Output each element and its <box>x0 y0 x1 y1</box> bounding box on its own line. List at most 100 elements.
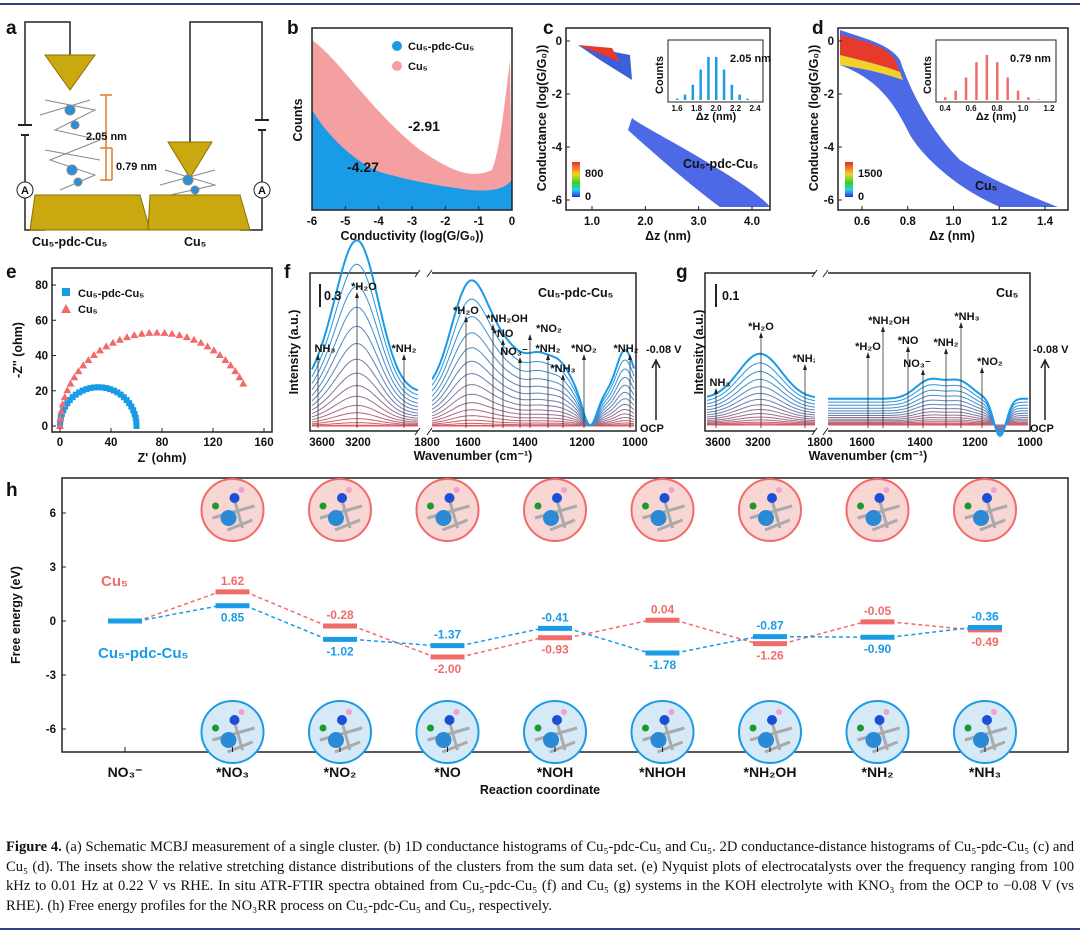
n-atom <box>229 715 240 725</box>
n-atom <box>552 715 562 725</box>
spectrum-line <box>311 239 419 392</box>
gold-electrode-left <box>29 194 151 231</box>
n-atom <box>337 493 347 503</box>
nyquist-point-cu5-pdc-cu5 <box>132 414 139 421</box>
c-x-tick-label: 1.0 <box>584 216 600 228</box>
nyquist-point-cu5-pdc-cu5 <box>131 411 138 418</box>
panel-b-histogram: Counts Conductivity (log(G/G₀)) -6 -5 -4 -3… <box>291 27 515 243</box>
c-y-tick-label: -6 <box>552 195 562 207</box>
inset-tick-label: 2.0 <box>710 104 722 113</box>
cu-atom <box>543 510 559 526</box>
structure-circle <box>630 700 695 764</box>
structure-circle <box>415 478 480 542</box>
nyquist-point-cu5-pdc-cu5 <box>117 391 124 398</box>
cluster-molecule-left <box>39 99 102 191</box>
scale-bar-label: 0.3 <box>324 289 341 303</box>
cu-atom <box>973 510 989 526</box>
inset-bar <box>722 69 726 100</box>
e-x-tick-label: 120 <box>203 437 222 449</box>
g-ylabel: Intensity (a.u.) <box>692 310 706 395</box>
nyquist-point-cu5 <box>102 342 111 350</box>
connector-cu5 <box>460 637 543 658</box>
cu-atom <box>220 510 237 526</box>
c-x-tick-label: 4.0 <box>744 216 760 228</box>
density-cloud <box>628 118 770 207</box>
panel-a-schematic: A A 2.05 nm 0.79 nm Cu₅-pdc-Cu₅ Cu₅ <box>16 21 271 249</box>
legend-cu5: Cu₅ <box>78 304 98 316</box>
potential-bottom: OCP <box>1030 423 1054 435</box>
inset-bar <box>1037 99 1041 100</box>
colorbar-min: 0 <box>585 191 591 203</box>
c-sample-name: Cu₅-pdc-Cu₅ <box>683 157 759 171</box>
c-x-tick-label: 2.0 <box>637 216 653 228</box>
ammeter-label: A <box>258 185 266 197</box>
f-ylabel: Intensity (a.u.) <box>287 310 301 395</box>
structure-cu5 <box>953 478 1017 542</box>
h-atom <box>776 487 782 493</box>
gap-label-2.05: 2.05 nm <box>86 131 127 143</box>
gold-tip-top-right <box>167 141 213 179</box>
spectrum-line <box>431 298 635 426</box>
structure-circle <box>738 700 802 764</box>
inset-bar <box>746 98 749 100</box>
f-peak-label: *NH₂ <box>391 343 416 355</box>
n-atom <box>982 715 992 725</box>
connector-cu5 <box>782 621 865 645</box>
d-y-tick-label: -4 <box>824 142 835 154</box>
inset-bar <box>964 77 968 100</box>
h-atom <box>991 487 997 493</box>
top-rule <box>0 3 1080 5</box>
connector-cu5-pdc-cu5 <box>890 626 973 638</box>
h-x-tick-label: *NO <box>434 764 461 780</box>
connector-cu5 <box>245 591 328 627</box>
f-x-tick-label: 1400 <box>512 437 538 449</box>
nyquist-point-cu5 <box>215 350 224 358</box>
h-atom <box>561 709 567 715</box>
n-atom <box>767 493 777 503</box>
nyquist-point-cu5 <box>89 350 98 358</box>
cl-atom <box>964 502 972 510</box>
n-atom <box>874 493 885 503</box>
inset-bar <box>985 55 989 100</box>
inset-bar <box>676 98 679 100</box>
spectrum-line <box>311 286 419 400</box>
f-x-tick-label: 1600 <box>455 437 481 449</box>
energy-value-cu5: -0.49 <box>971 635 999 649</box>
d-x-tick-label: 1.4 <box>1037 216 1054 228</box>
cu-atom <box>543 732 559 748</box>
ammeter-icon-left <box>16 181 34 199</box>
c-xlabel: Δz (nm) <box>645 229 691 243</box>
nyquist-point-cu5 <box>137 329 146 337</box>
structure-circle <box>200 478 265 542</box>
e-x-tick-label: 40 <box>105 437 118 449</box>
inset-bar <box>691 84 695 100</box>
n-atom <box>874 715 885 725</box>
f-x-tick-label: 3200 <box>345 437 371 449</box>
inset-xlabel: Δz (nm) <box>696 111 737 123</box>
spectrum-line <box>311 358 419 414</box>
nyquist-point-cu5-pdc-cu5 <box>79 387 86 394</box>
nyquist-point-cu5 <box>175 331 184 339</box>
nyquist-point-cu5-pdc-cu5 <box>110 387 117 394</box>
nyquist-point-cu5-pdc-cu5 <box>133 423 140 429</box>
cl-atom <box>534 502 542 510</box>
legend-cu5: Cu₅ <box>408 61 428 73</box>
h-x-tick-label: *NH₂OH <box>744 764 797 780</box>
nyquist-point-cu5 <box>63 386 72 394</box>
structure-cu5-pdc-cu5 <box>630 700 695 764</box>
structure-circle <box>953 478 1017 542</box>
cl-atom <box>642 724 649 732</box>
spectrum-line <box>311 395 419 421</box>
inset-bar <box>707 56 710 100</box>
structure-circle <box>845 700 910 764</box>
f-peak-label: NH₃ <box>315 343 336 355</box>
e-xlabel: Z' (ohm) <box>138 451 187 465</box>
c-y-tick-label: 0 <box>556 36 562 48</box>
inset-bar <box>738 94 741 100</box>
inset-tick-label: 0.6 <box>965 104 977 113</box>
cu-atom <box>328 732 344 748</box>
b-x-tick-label: -2 <box>440 216 450 228</box>
cu-atom <box>435 510 452 526</box>
e-ylabel: -Z'' (ohm) <box>11 322 25 378</box>
nyquist-point-cu5-pdc-cu5 <box>99 384 106 391</box>
